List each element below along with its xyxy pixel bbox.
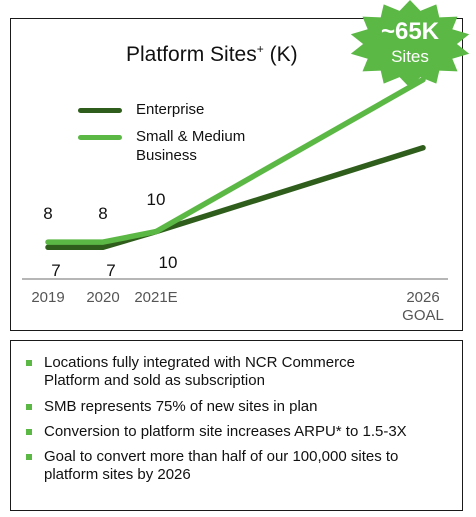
data-label-enterprise-2020: 7: [106, 261, 115, 280]
bullet-text-line: Locations fully integrated with NCR Comm…: [44, 354, 355, 371]
bullet-item: Conversion to platform site increases AR…: [26, 423, 446, 441]
bullet-text-line: platform sites by 2026: [44, 466, 191, 483]
bullet-text-line: Goal to convert more than half of our 10…: [44, 448, 399, 465]
data-label-smb-2021E: 10: [147, 190, 166, 209]
legend-label-smb-line2: Business: [136, 147, 197, 164]
bullets-panel: [10, 340, 463, 511]
bullet-text-line: Platform and sold as subscription: [44, 372, 265, 389]
bullet-text: Locations fully integrated with NCR Comm…: [44, 354, 355, 390]
bullet-text: Conversion to platform site increases AR…: [44, 423, 407, 441]
bullet-square-icon: [26, 360, 32, 366]
bullet-item: SMB represents 75% of new sites in plan: [26, 398, 446, 416]
legend-swatch-smb: [78, 135, 122, 140]
x-tick-label-2026: 2026: [406, 289, 439, 306]
series-line-enterprise: [45, 145, 426, 251]
legend-item-enterprise: Enterprise: [78, 100, 286, 119]
bullet-text-line: SMB represents 75% of new sites in plan: [44, 398, 318, 415]
data-label-smb-2019: 8: [43, 204, 52, 223]
bullet-square-icon: [26, 454, 32, 460]
legend-label-smb-line1: Small & Medium: [136, 128, 246, 145]
legend-label-enterprise: Enterprise: [136, 101, 205, 118]
bullet-text-line: Conversion to platform site increases AR…: [44, 423, 407, 440]
series-line-smb: [45, 76, 426, 245]
sites-callout-starburst: [350, 0, 470, 88]
bullet-item: Locations fully integrated with NCR Comm…: [26, 354, 446, 390]
data-label-enterprise-2021E: 10: [159, 253, 178, 272]
x-tick-label-2019: 2019: [31, 289, 64, 306]
callout-big: ~65K: [380, 18, 440, 45]
bullet-item: Goal to convert more than half of our 10…: [26, 448, 446, 484]
callout-small: Sites: [391, 47, 429, 66]
x-tick-sublabel-goal: GOAL: [402, 307, 444, 324]
chart-title-unit: (K): [269, 43, 298, 66]
data-label-enterprise-2019: 7: [51, 261, 60, 280]
legend-swatch-enterprise: [78, 108, 122, 113]
chart-title-text: Platform Sites: [126, 43, 257, 66]
x-tick-label-2020: 2020: [86, 289, 119, 306]
bullet-text: SMB represents 75% of new sites in plan: [44, 398, 317, 416]
bullet-square-icon: [26, 404, 32, 410]
starburst-shape: [350, 0, 470, 88]
bullet-square-icon: [26, 429, 32, 435]
chart-title: Platform Sites+ (K): [126, 42, 298, 67]
bullet-text: Goal to convert more than half of our 10…: [44, 448, 398, 484]
data-label-smb-2020: 8: [98, 204, 107, 223]
legend-item-smb: Small & Medium Business: [78, 127, 286, 165]
x-tick-label-2021E: 2021E: [134, 289, 177, 306]
legend-label-smb: Small & Medium Business: [136, 127, 286, 165]
chart-title-superscript: +: [256, 42, 264, 56]
